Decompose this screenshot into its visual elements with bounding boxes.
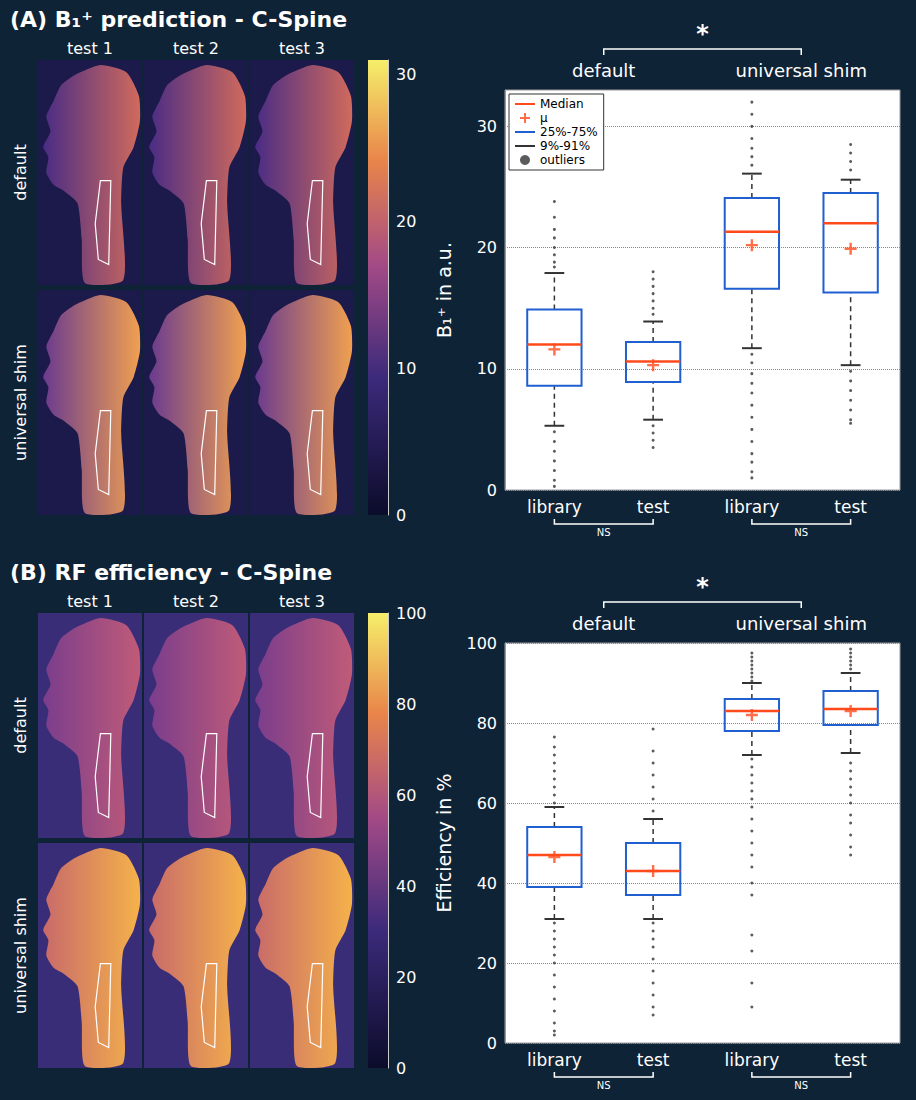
svg-text:universal shim: universal shim [11, 897, 30, 1014]
svg-text:default: default [572, 60, 635, 81]
svg-text:test: test [637, 497, 670, 517]
svg-text:default: default [572, 613, 635, 634]
svg-text:40: 40 [477, 874, 497, 893]
svg-text:test 1: test 1 [67, 39, 113, 58]
svg-text:(A) B₁⁺ prediction - C-Spine: (A) B₁⁺ prediction - C-Spine [10, 7, 347, 32]
svg-text:library: library [527, 1050, 582, 1070]
svg-text:NS: NS [597, 1080, 611, 1091]
svg-text:test 3: test 3 [279, 592, 325, 611]
svg-text:40: 40 [396, 877, 416, 896]
svg-text:library: library [725, 1050, 780, 1070]
svg-text:25%-75%: 25%-75% [540, 125, 598, 139]
svg-text:0: 0 [487, 1034, 497, 1053]
svg-text:B₁⁺ in a.u.: B₁⁺ in a.u. [433, 242, 455, 338]
svg-text:80: 80 [477, 714, 497, 733]
svg-text:10: 10 [396, 359, 416, 378]
svg-text:universal shim: universal shim [11, 344, 30, 461]
svg-text:library: library [527, 497, 582, 517]
svg-text:*: * [696, 573, 709, 601]
svg-text:20: 20 [477, 238, 497, 257]
svg-text:test 2: test 2 [173, 592, 219, 611]
svg-text:default: default [11, 144, 30, 200]
svg-text:NS: NS [794, 527, 808, 538]
svg-text:*: * [696, 20, 709, 48]
svg-text:20: 20 [477, 954, 497, 973]
svg-text:30: 30 [477, 117, 497, 136]
svg-text:test 2: test 2 [173, 39, 219, 58]
svg-text:80: 80 [396, 695, 416, 714]
svg-text:100: 100 [466, 634, 497, 653]
svg-text:0: 0 [396, 1059, 406, 1078]
svg-text:10: 10 [477, 359, 497, 378]
svg-text:30: 30 [396, 65, 416, 84]
svg-text:60: 60 [477, 794, 497, 813]
svg-text:100: 100 [396, 604, 427, 623]
svg-text:test: test [834, 497, 867, 517]
svg-text:universal shim: universal shim [736, 613, 867, 634]
svg-text:0: 0 [396, 506, 406, 525]
svg-text:test 3: test 3 [279, 39, 325, 58]
svg-text:(B) RF efficiency - C-Spine: (B) RF efficiency - C-Spine [10, 560, 332, 585]
svg-text:20: 20 [396, 212, 416, 231]
svg-text:20: 20 [396, 968, 416, 987]
svg-text:NS: NS [597, 527, 611, 538]
svg-text:0: 0 [487, 481, 497, 500]
svg-text:μ: μ [540, 111, 548, 125]
svg-text:test 1: test 1 [67, 592, 113, 611]
svg-text:NS: NS [794, 1080, 808, 1091]
svg-text:60: 60 [396, 786, 416, 805]
svg-text:Efficiency in %: Efficiency in % [433, 774, 455, 913]
svg-text:9%-91%: 9%-91% [540, 139, 590, 153]
svg-text:test: test [834, 1050, 867, 1070]
svg-text:default: default [11, 697, 30, 753]
svg-text:library: library [725, 497, 780, 517]
svg-text:universal shim: universal shim [736, 60, 867, 81]
svg-text:Median: Median [540, 97, 584, 111]
svg-text:test: test [637, 1050, 670, 1070]
svg-text:outliers: outliers [540, 153, 585, 167]
